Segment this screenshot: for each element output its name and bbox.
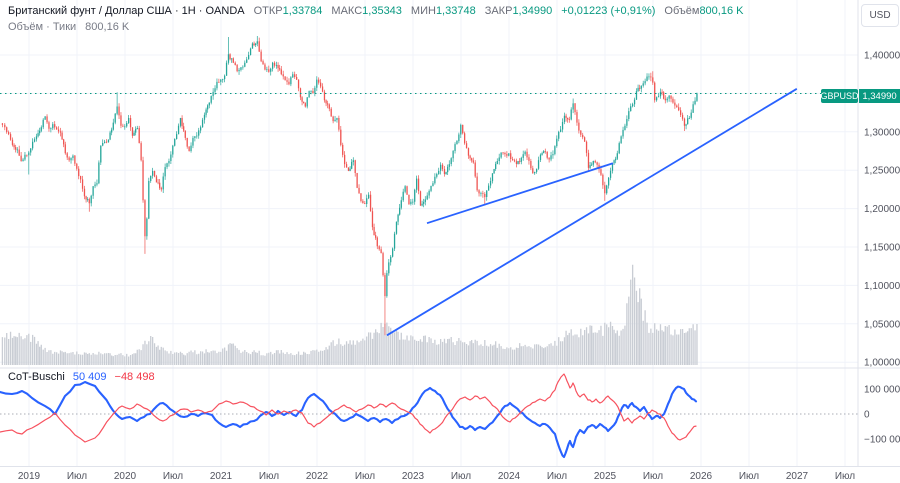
cot-study-title[interactable]: CoT-Buschi: [8, 371, 65, 383]
cot-short-value: −48 498: [114, 371, 155, 383]
svg-text:2021: 2021: [210, 471, 233, 482]
price-axis[interactable]: 1,40000 1,30000 1,25000 1,20000 1,15000 1,100…: [864, 51, 900, 446]
ohlc-close: ЗАКР1,34990: [484, 5, 553, 17]
ohlc-low: МИН1,33748: [410, 5, 476, 17]
svg-text:1,00000: 1,00000: [864, 358, 900, 369]
svg-text:2023: 2023: [402, 471, 425, 482]
svg-text:1,20000: 1,20000: [864, 204, 900, 215]
symbol-legend-row: Британский фунт / Доллар США · 1Н · OAND…: [8, 5, 743, 18]
volume-readout: Объём800,16 K: [664, 5, 744, 17]
svg-text:2026: 2026: [690, 471, 713, 482]
volume-legend-row: Объём · Тики 800,16 K: [8, 21, 743, 34]
volume-bar-series: [1, 264, 698, 365]
svg-text:Июл: Июл: [163, 471, 183, 482]
symbol-price-label: GBPUSD: [820, 89, 859, 103]
chart-legend: Британский фунт / Доллар США · 1Н · OAND…: [8, 5, 743, 37]
svg-text:1,40000: 1,40000: [864, 51, 900, 62]
grid: [0, 0, 858, 467]
svg-text:2027: 2027: [786, 471, 809, 482]
svg-text:Июл: Июл: [355, 471, 375, 482]
trendline-2[interactable]: [386, 88, 798, 337]
volume-bars: [1, 264, 698, 365]
currency-unit-button[interactable]: USD: [861, 4, 899, 27]
svg-text:2024: 2024: [498, 471, 521, 482]
volume-study-value: 800,16 K: [85, 21, 130, 33]
svg-text:100 000: 100 000: [864, 385, 900, 396]
svg-text:0: 0: [864, 410, 870, 421]
svg-text:2025: 2025: [594, 471, 617, 482]
cot-long-value: 50 409: [72, 371, 107, 383]
svg-text:2022: 2022: [306, 471, 329, 482]
svg-text:Июл: Июл: [643, 471, 663, 482]
svg-text:Июл: Июл: [739, 471, 759, 482]
price-change: +0,01223 (+0,91%): [561, 5, 656, 17]
svg-text:1,05000: 1,05000: [864, 319, 900, 330]
time-axis[interactable]: 2019 Июл 2020 Июл 2021 Июл 2022 Июл 2023 Июл 2024 И…: [18, 471, 855, 482]
svg-text:1,15000: 1,15000: [864, 243, 900, 254]
svg-text:1,30000: 1,30000: [864, 127, 900, 138]
svg-text:Июл: Июл: [259, 471, 279, 482]
svg-text:Июл: Июл: [835, 471, 855, 482]
volume-study-title[interactable]: Объём · Тики: [8, 21, 77, 33]
svg-text:Июл: Июл: [67, 471, 87, 482]
svg-text:1,10000: 1,10000: [864, 281, 900, 292]
ohlc-high: МАКС1,35343: [331, 5, 402, 17]
cot-long-line[interactable]: [0, 380, 698, 459]
svg-text:2020: 2020: [114, 471, 137, 482]
svg-text:−100 000: −100 000: [864, 435, 900, 446]
svg-text:1,25000: 1,25000: [864, 166, 900, 177]
candlestick-series: [1, 36, 698, 336]
symbol-title[interactable]: Британский фунт / Доллар США · 1Н · OAND…: [8, 5, 245, 17]
svg-text:Июл: Июл: [451, 471, 471, 482]
svg-text:2019: 2019: [18, 471, 41, 482]
cot-short-line[interactable]: [0, 373, 697, 443]
cot-legend: CoT-Buschi 50 409 −48 498: [8, 371, 155, 383]
ohlc-open: ОТКР1,33784: [253, 5, 323, 17]
last-price-label: 1,34990: [859, 89, 900, 103]
trendline-1[interactable]: [426, 162, 614, 225]
svg-text:Июл: Июл: [547, 471, 567, 482]
